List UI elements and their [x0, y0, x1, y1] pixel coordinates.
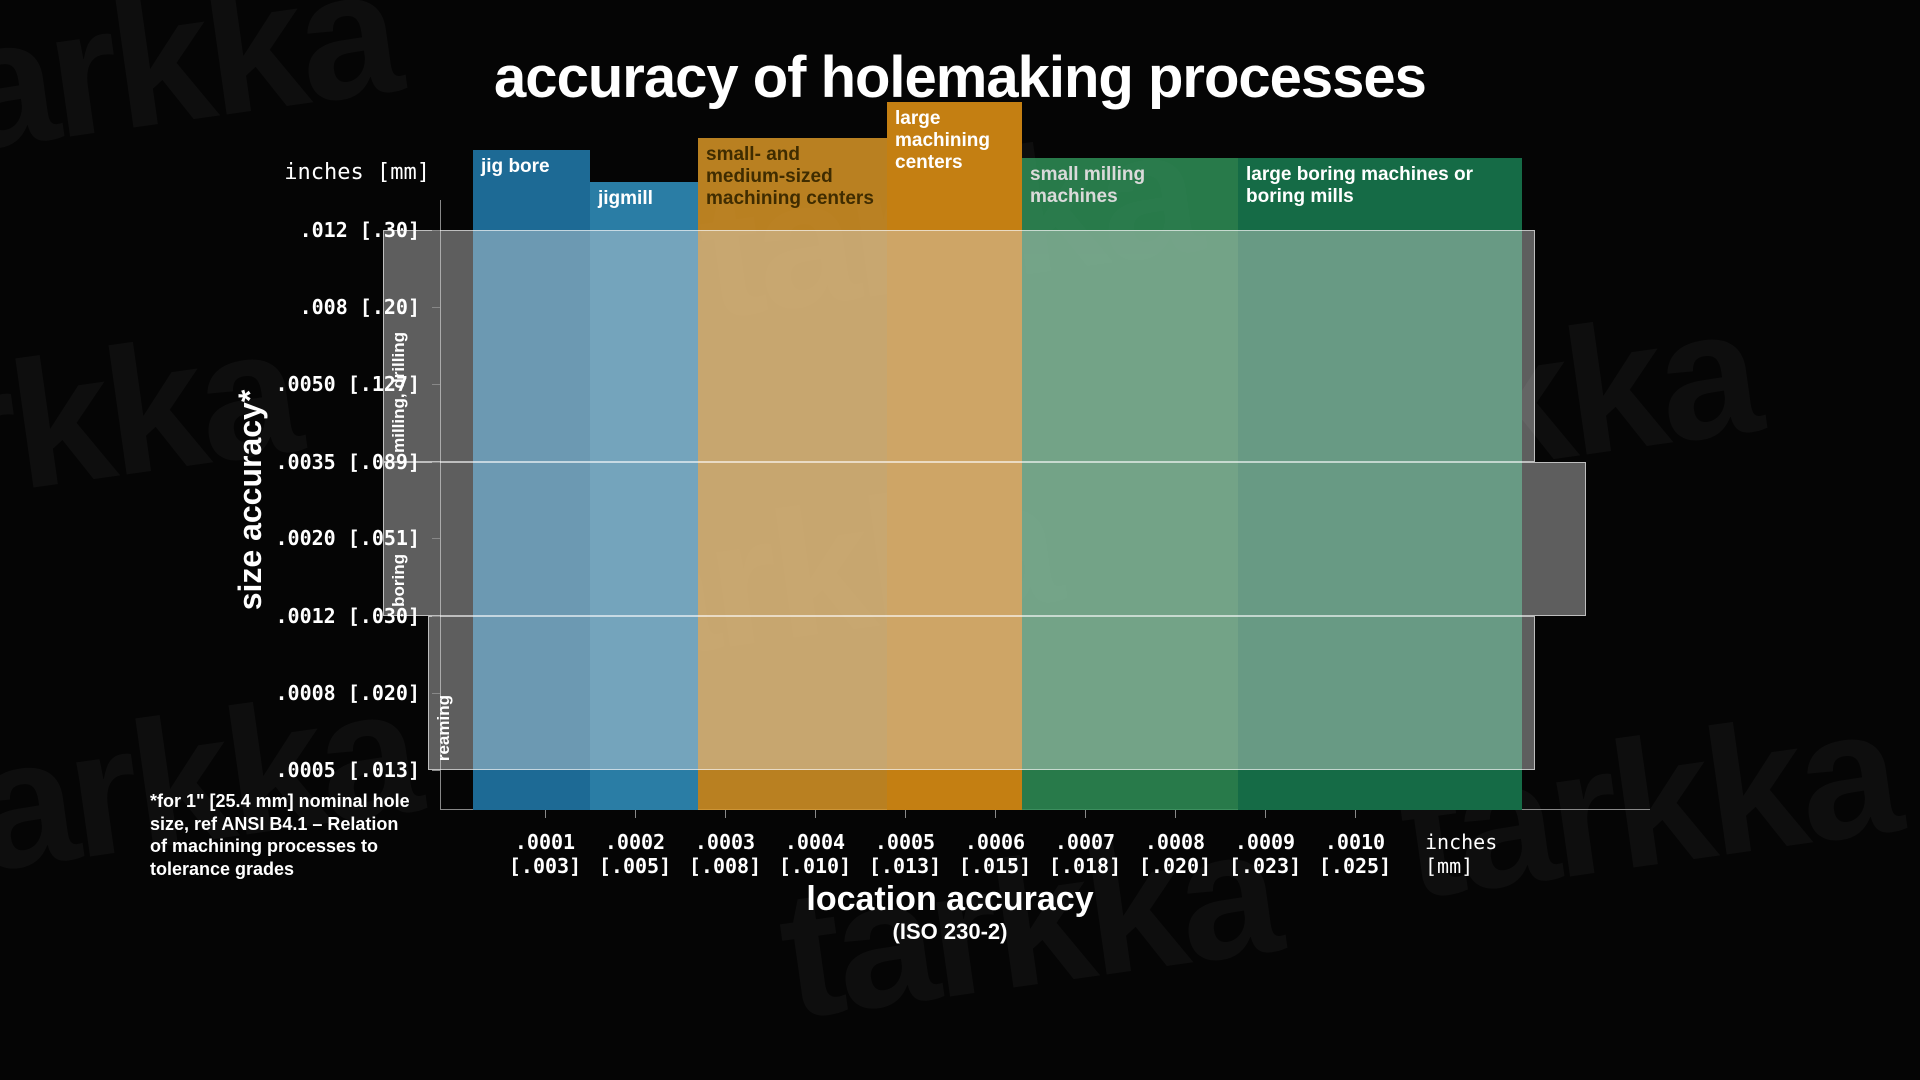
machine-label: jig bore: [481, 156, 582, 178]
x-axis-title-sub: (ISO 230-2): [806, 919, 1093, 945]
x-tick: [545, 810, 546, 818]
chart: inches [mm] size accuracy* *for 1" [25.4…: [500, 230, 1400, 770]
x-tick-label: .0005[.013]: [860, 830, 950, 878]
y-tick: [432, 230, 440, 231]
machine-label: small milling machines: [1030, 164, 1230, 208]
x-unit-mm: [mm]: [1425, 854, 1473, 878]
process-bar-reaming: reaming: [428, 616, 1535, 770]
y-tick-label: .012 [.30]: [180, 218, 420, 242]
y-tick: [432, 538, 440, 539]
x-unit-label: inches [mm]: [1425, 830, 1497, 878]
process-label: reaming: [435, 695, 452, 761]
y-tick: [432, 462, 440, 463]
x-unit-inches: inches: [1425, 830, 1497, 854]
x-tick-label: .0010[.025]: [1310, 830, 1400, 878]
process-bar-milling-drilling: milling, drilling: [383, 230, 1535, 462]
machine-label: large boring machines or boring mills: [1246, 164, 1514, 208]
x-tick-label: .0006[.015]: [950, 830, 1040, 878]
y-tick: [432, 384, 440, 385]
x-axis-title: location accuracy (ISO 230-2): [806, 880, 1093, 945]
x-tick: [1355, 810, 1356, 818]
x-tick-label: .0004[.010]: [770, 830, 860, 878]
x-tick: [995, 810, 996, 818]
y-axis-title: size accuracy*: [232, 390, 269, 611]
y-tick-label: .008 [.20]: [180, 295, 420, 319]
machine-label: small- and medium-sized machining center…: [706, 144, 879, 210]
y-tick-label: .0005 [.013]: [180, 758, 420, 782]
x-tick: [815, 810, 816, 818]
x-tick-label: .0002[.005]: [590, 830, 680, 878]
footnote: *for 1" [25.4 mm] nominal hole size, ref…: [150, 790, 410, 880]
y-tick: [432, 616, 440, 617]
machine-label: large machining centers: [895, 108, 1014, 174]
y-tick: [432, 307, 440, 308]
machine-label: jigmill: [598, 188, 690, 210]
x-axis-title-main: location accuracy: [806, 880, 1093, 919]
y-tick-label: .0012 [.030]: [180, 604, 420, 628]
x-tick: [635, 810, 636, 818]
x-tick-label: .0003[.008]: [680, 830, 770, 878]
x-tick-label: .0008[.020]: [1130, 830, 1220, 878]
x-tick-label: .0009[.023]: [1220, 830, 1310, 878]
x-tick: [1265, 810, 1266, 818]
page-title: accuracy of holemaking processes: [494, 44, 1426, 111]
x-tick: [725, 810, 726, 818]
x-tick: [1175, 810, 1176, 818]
y-tick-label: .0020 [.051]: [180, 526, 420, 550]
y-tick: [432, 693, 440, 694]
y-tick-label: .0035 [.089]: [180, 450, 420, 474]
y-tick-label: .0008 [.020]: [180, 681, 420, 705]
process-label: boring: [390, 554, 407, 607]
y-tick-label: .0050 [.127]: [180, 372, 420, 396]
x-tick-label: .0007[.018]: [1040, 830, 1130, 878]
y-unit-header: inches [mm]: [190, 160, 430, 185]
x-tick: [905, 810, 906, 818]
x-tick-label: .0001[.003]: [500, 830, 590, 878]
y-tick: [432, 770, 440, 771]
process-bar-boring: boring: [383, 462, 1586, 616]
x-tick: [1085, 810, 1086, 818]
